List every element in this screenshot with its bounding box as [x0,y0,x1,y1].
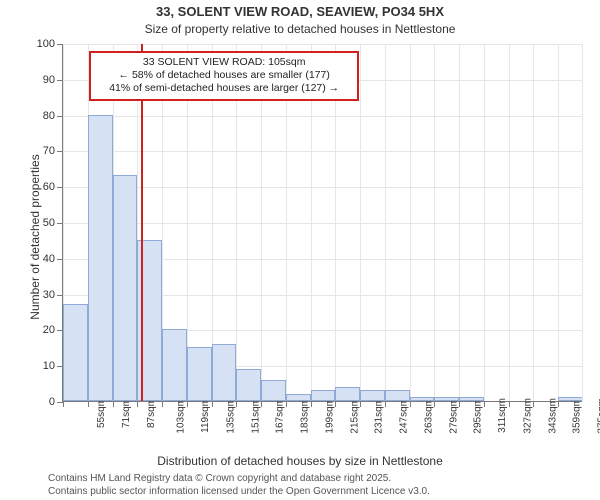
histogram-bar [385,390,410,401]
tick-x [385,401,386,407]
tick-x-label: 279sqm [448,398,459,434]
tick-y-label: 0 [25,396,55,408]
tick-x [558,401,559,407]
histogram-bar [459,397,484,401]
chart-title: 33, SOLENT VIEW ROAD, SEAVIEW, PO34 5HX [0,4,600,19]
tick-x-label: 327sqm [523,398,534,434]
histogram-bar [212,344,237,401]
tick-y-label: 30 [25,289,55,301]
histogram-bar [187,347,212,401]
tick-y-label: 70 [25,145,55,157]
gridline-v [459,44,460,401]
tick-x [162,401,163,407]
gridline-v [385,44,386,401]
tick-x [459,401,460,407]
tick-x [509,401,510,407]
annotation-box: 33 SOLENT VIEW ROAD: 105sqm← 58% of deta… [89,51,359,100]
tick-x-label: 215sqm [349,398,360,434]
histogram-bar [88,115,113,401]
annotation-line-1: 33 SOLENT VIEW ROAD: 105sqm [97,56,351,69]
histogram-bar [410,397,435,401]
histogram-bar [360,390,385,401]
footer-line-2: Contains public sector information licen… [48,486,430,499]
histogram-bar [261,380,286,401]
tick-x [236,401,237,407]
chart-subtitle: Size of property relative to detached ho… [0,22,600,36]
tick-y-label: 20 [25,324,55,336]
tick-x [533,401,534,407]
tick-x [187,401,188,407]
tick-x-label: 119sqm [200,398,211,433]
histogram-bar [558,397,583,401]
tick-x [63,401,64,407]
histogram-bar [335,387,360,401]
histogram-bar [162,329,187,401]
tick-x [311,401,312,407]
tick-x [434,401,435,407]
histogram-bar [286,394,311,401]
tick-y-label: 10 [25,360,55,372]
tick-x-label: 295sqm [473,398,484,434]
tick-x-label: 103sqm [176,398,187,434]
tick-x-label: 135sqm [225,398,236,434]
annotation-line-2: ← 58% of detached houses are smaller (17… [97,69,351,82]
annotation-line-3: 41% of semi-detached houses are larger (… [97,82,351,95]
tick-x-label: 359sqm [572,398,583,434]
histogram-bar [434,397,459,401]
tick-x-label: 71sqm [121,398,132,428]
histogram-bar [63,304,88,401]
tick-x [360,401,361,407]
gridline-v [509,44,510,401]
tick-x [484,401,485,407]
tick-x-label: 183sqm [300,398,311,434]
tick-x-label: 247sqm [399,398,410,434]
gridline-v [484,44,485,401]
tick-x-label: 87sqm [146,398,157,428]
gridline-v [360,44,361,401]
tick-x-label: 343sqm [547,398,558,434]
tick-x-label: 311sqm [497,398,508,433]
gridline-v [582,44,583,401]
tick-x [113,401,114,407]
gridline-v [533,44,534,401]
histogram-bar [311,390,336,401]
histogram-bar [236,369,261,401]
tick-x-label: 151sqm [250,398,261,434]
gridline-v [558,44,559,401]
tick-x-label: 167sqm [275,398,286,434]
tick-x [335,401,336,407]
histogram-bar [113,175,138,401]
gridline-v [410,44,411,401]
tick-x [212,401,213,407]
footer-line-1: Contains HM Land Registry data © Crown c… [48,473,430,486]
tick-x-label: 55sqm [96,398,107,428]
tick-x [410,401,411,407]
x-axis-label: Distribution of detached houses by size … [0,454,600,468]
tick-y-label: 100 [25,38,55,50]
y-axis-label: Number of detached properties [28,137,42,337]
tick-y-label: 80 [25,110,55,122]
tick-y-label: 60 [25,181,55,193]
tick-x [261,401,262,407]
tick-x-label: 231sqm [374,398,385,434]
tick-x [88,401,89,407]
gridline-v [434,44,435,401]
tick-y-label: 90 [25,74,55,86]
tick-y-label: 40 [25,253,55,265]
tick-y-label: 50 [25,217,55,229]
tick-x [137,401,138,407]
tick-x-label: 199sqm [324,398,335,434]
plot-area: 010203040506070809010055sqm71sqm87sqm103… [62,44,582,402]
footer-attribution: Contains HM Land Registry data © Crown c… [48,473,430,498]
tick-x [286,401,287,407]
tick-x-label: 263sqm [423,398,434,434]
